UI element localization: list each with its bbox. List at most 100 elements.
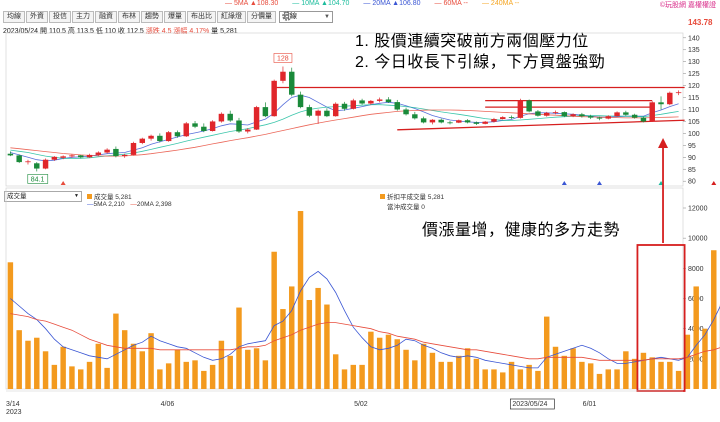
volume-indicator-select[interactable]: 成交量 ▼: [4, 191, 82, 202]
tab-6[interactable]: 趨勢: [141, 11, 163, 23]
legend-vol-ma5: 5MA 2,210: [93, 201, 125, 208]
candle-body: [157, 135, 163, 142]
chevron-down-icon: ▼: [324, 14, 330, 20]
tab-5[interactable]: 布林: [118, 11, 140, 23]
low-price-label: 84.1: [31, 176, 45, 183]
volume-bar: [508, 361, 515, 389]
candle-body: [42, 159, 49, 169]
date-axis-label-3: 2023/05/24: [512, 401, 547, 408]
gear-icon[interactable]: [281, 10, 293, 22]
candle-body: [86, 154, 93, 158]
quote-close: 收 112.5: [117, 28, 144, 35]
chevron-down-icon: ▼: [74, 193, 79, 199]
quote-high: 高 113.5: [67, 28, 94, 35]
brand-logo: ©玩股網 嘉權權證: [659, 2, 716, 9]
volume-bar: [165, 363, 172, 389]
candle-body: [236, 120, 242, 132]
volume-bar: [69, 366, 75, 389]
candle-body: [376, 99, 383, 101]
candle-body: [640, 117, 647, 122]
last-price-label: 143.78: [688, 18, 713, 27]
candle-body: [121, 154, 128, 157]
volume-bar: [148, 333, 154, 389]
tab-4[interactable]: 融資: [95, 11, 117, 23]
highlight-arrow-head: [658, 138, 669, 148]
tab-0[interactable]: 均線: [3, 11, 25, 23]
candle-body: [130, 142, 137, 155]
candle-body: [535, 111, 541, 116]
volume-ma-legend: —5MA 2,210 —20MA 2,398: [87, 201, 172, 208]
volume-bar: [561, 355, 568, 389]
tab-9[interactable]: 紅綠燈: [217, 11, 246, 23]
volume-bar: [280, 309, 286, 389]
legend-adjusted: 折扣平成交量 5,281: [387, 194, 445, 201]
tab-3[interactable]: 主力: [72, 11, 94, 23]
quote-pct: 漲幅 4.17%: [173, 28, 210, 35]
price-tick-label: 140: [688, 35, 700, 42]
volume-bar: [253, 348, 260, 389]
volume-bar: [684, 334, 691, 389]
event-marker-2: [596, 181, 602, 185]
period-select[interactable]: 日線 ▼: [279, 11, 333, 23]
volume-bar: [500, 372, 506, 389]
tab-7[interactable]: 爆量: [164, 11, 186, 23]
volume-bar: [332, 354, 339, 389]
quote-low: 低 110: [95, 28, 116, 35]
volume-bar: [385, 334, 392, 389]
annotation-line-3: 價漲量增，健康的多方走勢: [422, 222, 621, 239]
candle-body: [245, 129, 251, 132]
date-axis-label-4: 6/01: [583, 401, 597, 408]
candle-body: [60, 156, 66, 158]
candle-body: [253, 107, 260, 130]
volume-bar: [315, 287, 321, 389]
volume-bar: [596, 373, 603, 389]
annotation-line-1: 1. 股價連續突破前方兩個壓力位: [355, 33, 589, 50]
volume-bar: [570, 348, 576, 389]
tab-1[interactable]: 外資: [26, 11, 48, 23]
volume-bar: [359, 364, 365, 389]
ma-legend-item-2: — 20MA ▲106.80: [363, 0, 421, 7]
volume-bar: [209, 364, 216, 389]
volume-bar: [658, 361, 664, 389]
volume-bar: [631, 358, 638, 389]
volume-bar: [552, 346, 559, 389]
volume-bar: [693, 286, 699, 389]
volume-bar: [271, 251, 277, 389]
price-tick-label: 110: [688, 107, 699, 114]
volume-bar: [60, 346, 66, 389]
candle-body: [420, 118, 427, 123]
date-axis-label-1: 4/06: [161, 401, 175, 408]
price-tick-label: 85: [688, 167, 696, 174]
tab-8[interactable]: 布出比: [187, 11, 216, 23]
candle-body: [667, 92, 673, 105]
candle-body: [174, 132, 181, 137]
price-tick-label: 90: [688, 155, 696, 162]
candle-body: [526, 100, 532, 112]
tab-2[interactable]: 投信: [49, 11, 71, 23]
volume-bar: [227, 355, 233, 389]
candle-body: [306, 107, 313, 116]
candle-body: [473, 122, 480, 124]
volume-bar: [526, 364, 532, 389]
legend-swatch-adjusted: [380, 194, 385, 199]
candle-body: [605, 116, 611, 119]
volume-bar: [113, 313, 119, 389]
candle-body: [341, 103, 348, 109]
candle-body: [649, 102, 655, 122]
candle-body: [69, 155, 75, 157]
tab-10[interactable]: 分價量: [247, 11, 276, 23]
peak-label-box: [273, 53, 293, 63]
candle-body: [25, 161, 31, 163]
candle-body: [262, 107, 269, 117]
volume-bar: [42, 351, 49, 389]
indicator-tab-bar: 均線 外資 投信 主力 融資 布林 趨勢 爆量 布出比 紅綠燈 分價量 日線 ▼: [3, 11, 333, 23]
ma-legend-item-4: — 240MA --: [481, 0, 520, 7]
volume-bar: [341, 369, 348, 389]
volume-bar: [464, 348, 471, 389]
legend-daytrade: 當沖成交量 0: [387, 204, 425, 211]
candle-body: [456, 120, 462, 123]
quote-date: 2023/05/24: [3, 28, 39, 35]
candle-body: [429, 119, 436, 123]
quote-open: 開 110.5: [40, 28, 66, 35]
